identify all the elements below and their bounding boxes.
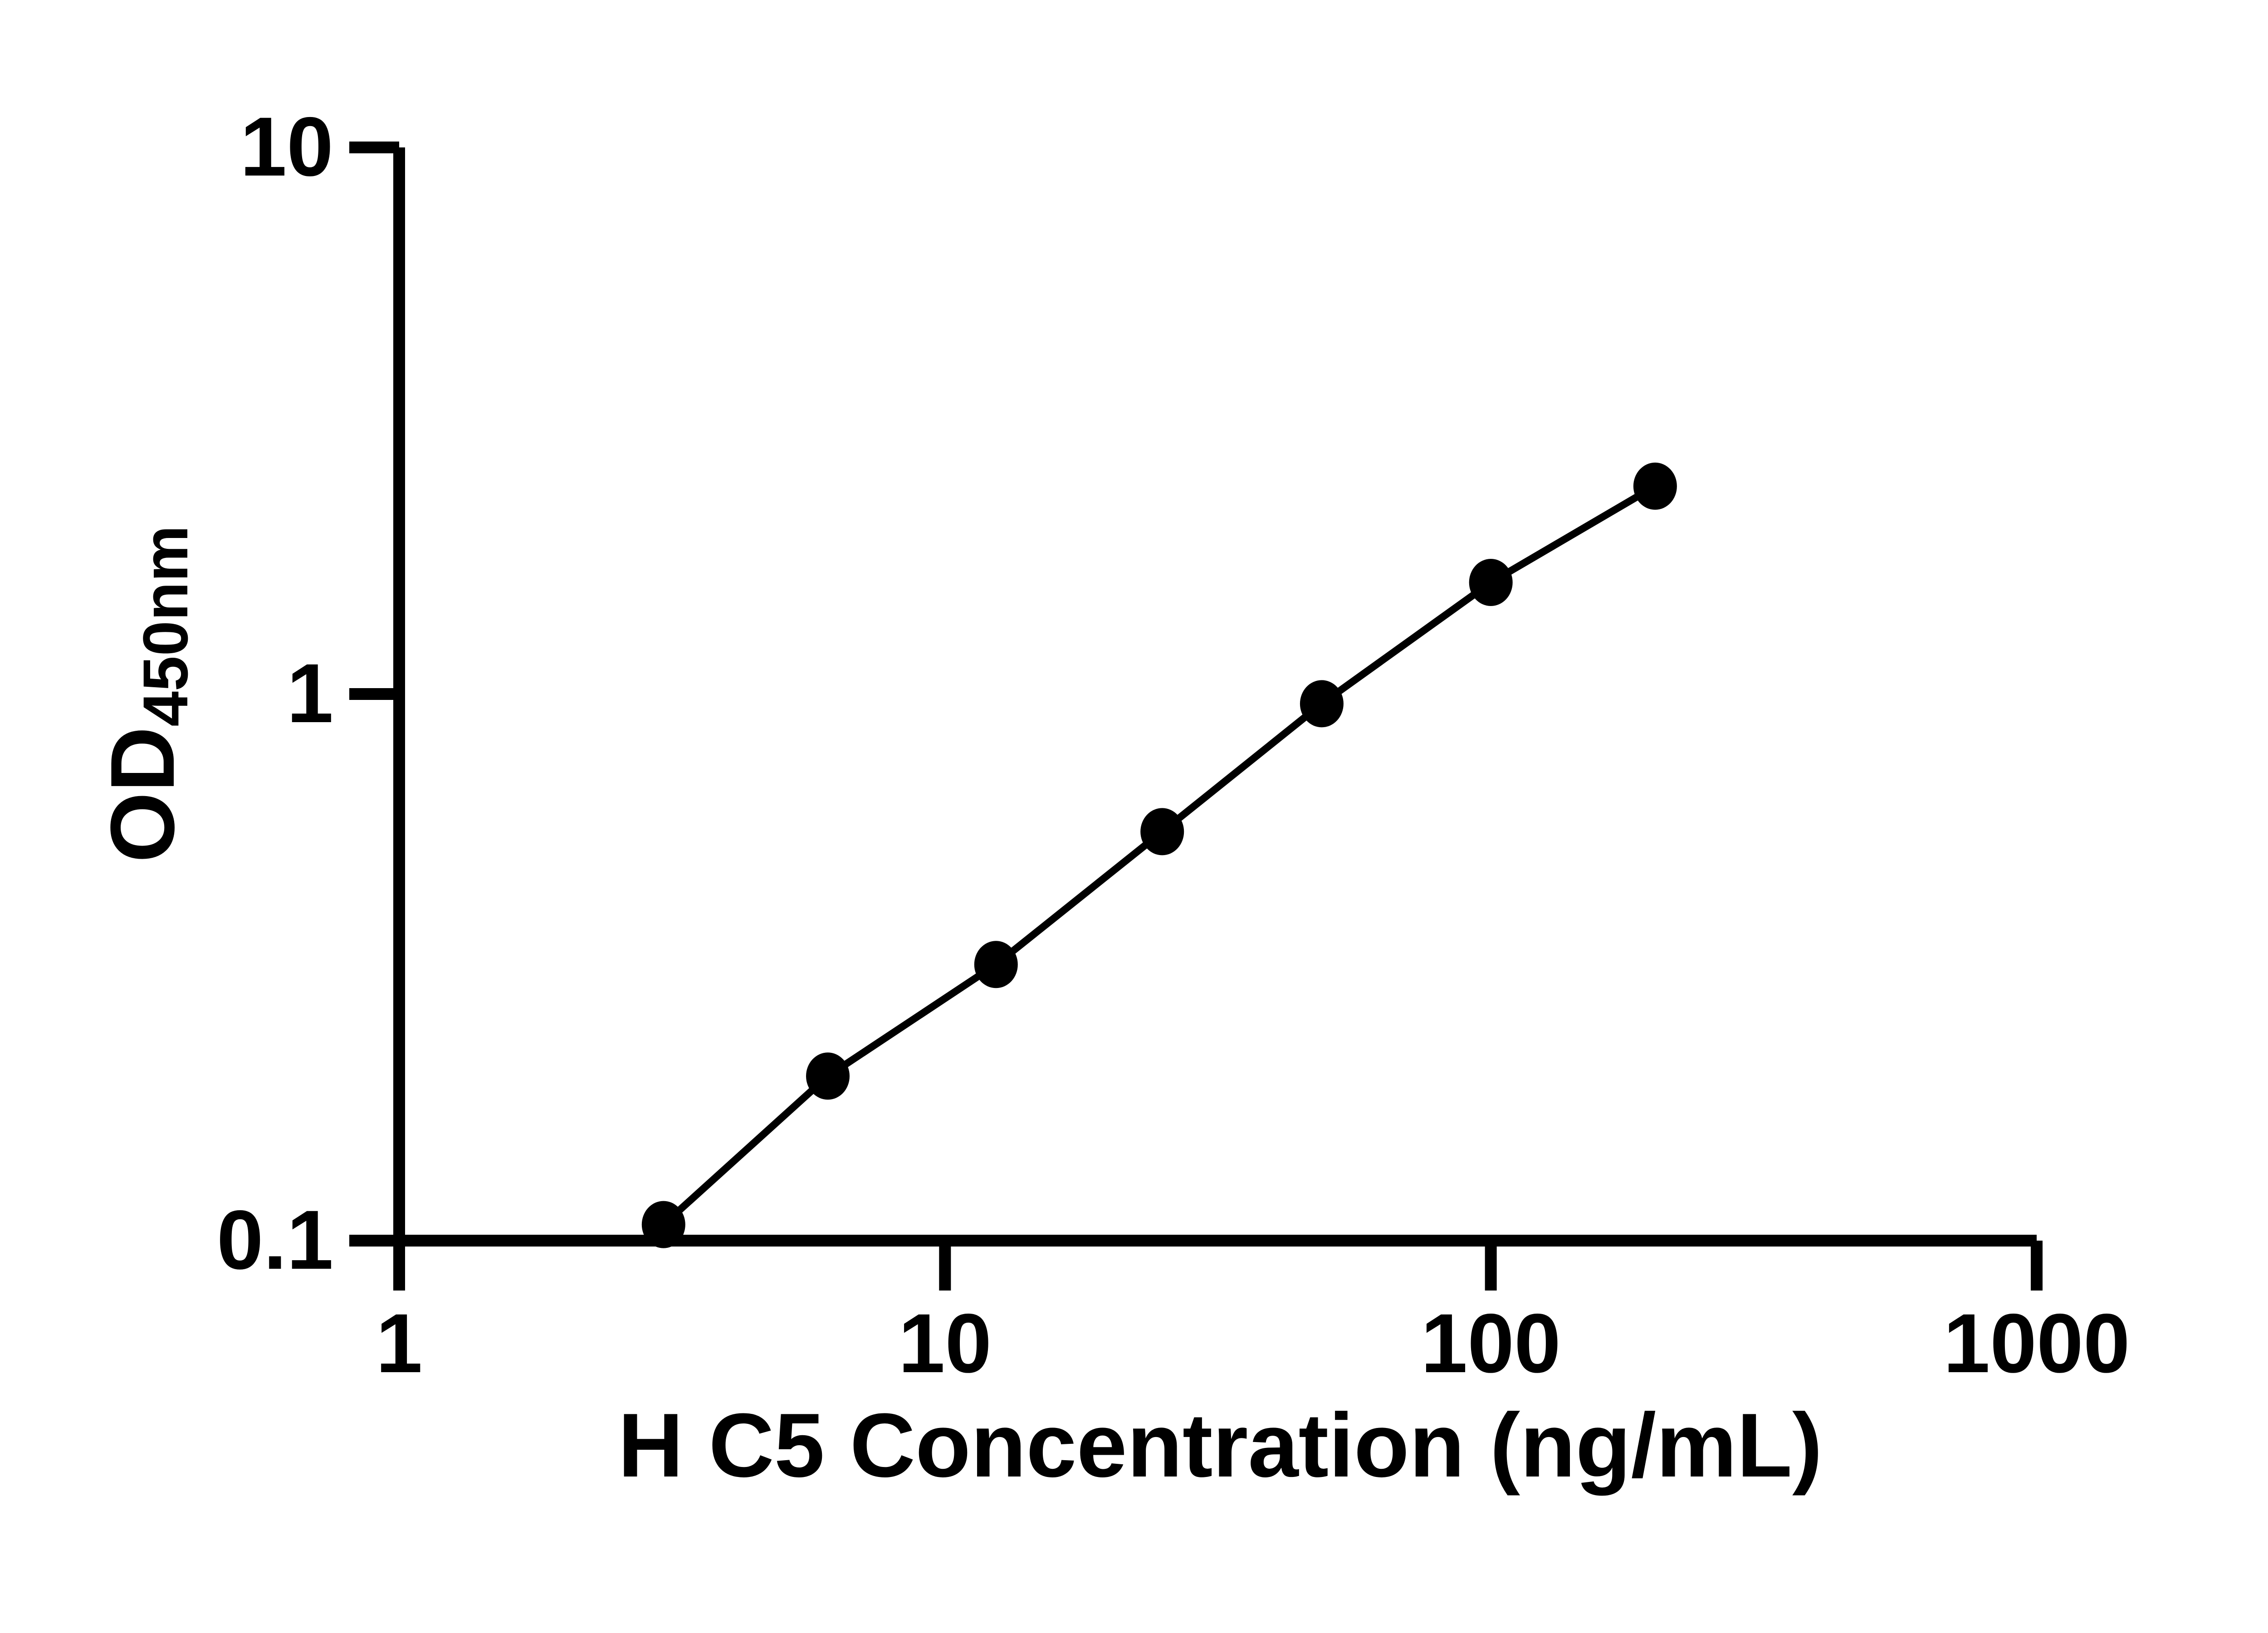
x-axis-ticks	[393, 1241, 2043, 1291]
x-tick-label: 10	[898, 1297, 992, 1390]
data-point-marker	[1469, 559, 1513, 606]
series-markers	[641, 462, 1677, 1248]
y-tick-label: 0.1	[217, 1193, 333, 1287]
data-point-marker	[1300, 680, 1344, 728]
y-axis-title-main: OD	[92, 727, 193, 863]
data-point-marker	[806, 1052, 850, 1100]
x-axis-tick-labels: 1 10 100 1000	[376, 1297, 2130, 1390]
data-point-marker	[1140, 808, 1184, 856]
x-axis-title: H C5 Concentration (ng/mL)	[618, 1395, 1822, 1496]
svg-text:OD450nm: OD450nm	[92, 525, 201, 863]
x-tick-label: 100	[1421, 1297, 1561, 1390]
y-axis-tick-labels: 10 1 0.1	[217, 100, 333, 1287]
y-tick-label: 1	[287, 647, 333, 740]
x-tick-label: 1	[376, 1297, 423, 1390]
x-tick-label: 1000	[1943, 1297, 2130, 1390]
data-point-marker	[974, 941, 1018, 988]
y-tick-label: 10	[240, 100, 333, 194]
data-point-marker	[641, 1201, 685, 1248]
data-point-marker	[1633, 462, 1677, 510]
y-axis-title-subscript: 450nm	[130, 525, 201, 727]
y-axis-title: OD450nm	[92, 525, 201, 863]
y-axis-ticks	[349, 142, 399, 1247]
